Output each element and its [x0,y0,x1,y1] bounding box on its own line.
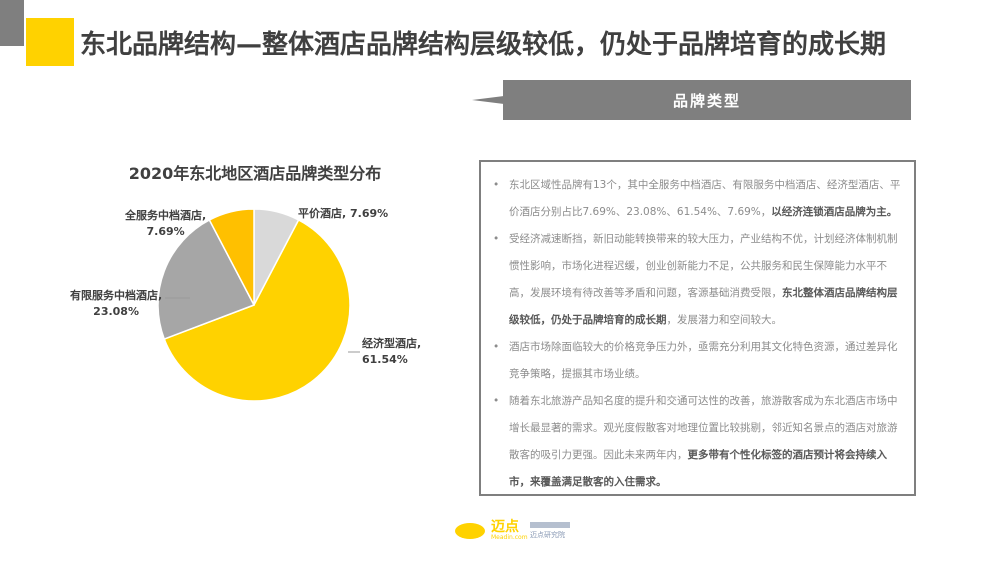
slice-limited-service [157,218,256,341]
pie-chart [157,208,360,402]
page-title: 东北品牌结构—整体酒店品牌结构层级较低，仍处于品牌培育的成长期 [80,30,887,60]
section-tag: 品牌类型 [503,80,911,120]
slice-economy [163,218,351,402]
bullet-item: 受经济减速断挡，新旧动能转换带来的较大压力，产业结构不优，计划经济体制机制惯性影… [489,226,902,334]
bullet-item: 酒店市场除面临较大的价格竞争压力外，亟需充分利用其文化特色资源，通过差异化竞争策… [489,334,902,388]
label-budget: 平价酒店, 7.69% [298,207,389,220]
tag-arrow [472,96,504,104]
label-limited-service: 有限服务中档酒店, 23.08% [70,289,163,318]
logo-text: 迈点 [491,519,519,535]
decor-gray-block [0,0,24,46]
summary-textbox: 东北区域性品牌有13个，其中全服务中档酒店、有限服务中档酒店、经济型酒店、平价酒… [479,160,916,496]
logo-subtext: Meadin.com [491,534,528,541]
chart-title: 2020年东北地区酒店品牌类型分布 [128,164,382,183]
bullet-item: 东北区域性品牌有13个，其中全服务中档酒店、有限服务中档酒店、经济型酒店、平价酒… [489,172,902,226]
bullet-item: 随着东北旅游产品知名度的提升和交通可达性的改善，旅游散客成为东北酒店市场中增长最… [489,388,902,496]
slice-full-service [208,208,255,306]
decor-yellow-block [26,18,74,66]
eye-logo-icon [455,522,485,539]
label-economy: 经济型酒店, 61.54% [362,337,422,366]
research-institute-logo: 迈点研究院 [530,522,570,540]
meadin-logo: 迈点 Meadin.com [455,520,528,541]
label-full-service: 全服务中档酒店, 7.69% [125,209,207,238]
